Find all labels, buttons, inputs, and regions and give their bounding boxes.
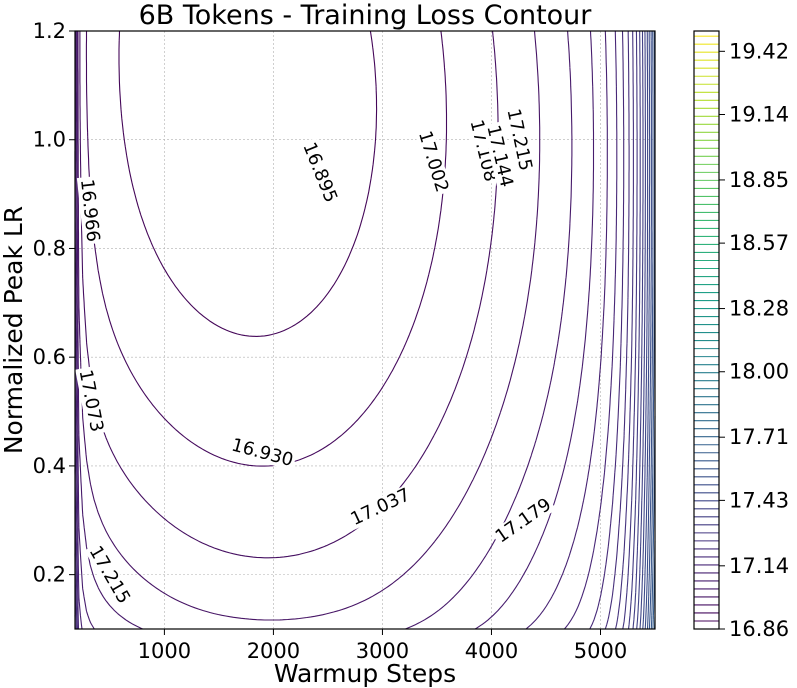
y-tick-label: 0.6 <box>33 345 66 369</box>
x-axis-label: Warmup Steps <box>274 659 456 688</box>
contour-line <box>75 30 595 630</box>
colorbar-tick-label: 18.28 <box>729 297 789 321</box>
contour-labels: 16.89516.93016.96617.00217.03717.07317.1… <box>75 105 557 609</box>
contour-label: 17.073 <box>75 368 108 434</box>
y-tick-label: 0.4 <box>33 454 66 478</box>
colorbar-tick-label: 19.42 <box>729 39 789 63</box>
contour-line <box>118 30 378 337</box>
colorbar-frame <box>693 30 720 630</box>
colorbar-tick-label: 18.00 <box>729 360 789 384</box>
contour-line <box>74 30 608 630</box>
contour-line <box>644 31 652 630</box>
contour-line <box>74 30 618 630</box>
colorbar-tick-label: 18.85 <box>729 168 789 192</box>
contour-label-background <box>465 115 501 186</box>
contour-line <box>646 31 654 630</box>
colorbar-tick-label: 18.57 <box>729 231 789 255</box>
contour-label: 16.895 <box>298 139 341 205</box>
x-tick-label: 1000 <box>138 639 191 663</box>
contour-line <box>636 30 646 630</box>
contour-label-background <box>490 493 557 548</box>
contour-label-background <box>414 126 453 197</box>
contour-label-background <box>346 484 415 530</box>
x-tick-label: 3000 <box>356 639 409 663</box>
colorbar-tick-label: 17.14 <box>729 554 789 578</box>
colorbar-tick-label: 19.14 <box>729 102 789 126</box>
contour-label-background <box>227 434 298 471</box>
contour-label: 16.966 <box>76 178 103 243</box>
y-tick-label: 0.8 <box>33 236 66 260</box>
contour-line <box>74 31 630 630</box>
contour-label-background <box>84 541 135 609</box>
y-axis-label: Normalized Peak LR <box>0 206 28 454</box>
contour-label-background <box>298 137 342 208</box>
contour-lines <box>74 30 656 630</box>
contour-line <box>639 30 649 630</box>
colorbar-tick-label: 17.71 <box>729 425 789 449</box>
contour-label: 17.037 <box>348 484 414 530</box>
colorbar-tick-label: 16.86 <box>729 617 789 641</box>
grid-lines <box>75 30 655 629</box>
plot-frame <box>74 30 656 630</box>
contour-line <box>76 30 573 630</box>
contour-line <box>642 31 651 630</box>
x-tick-label: 4000 <box>465 639 518 663</box>
colorbar-ticks: 16.86 17.14 17.43 17.71 18.00 18.28 18.57 18.85… <box>719 39 789 641</box>
x-tick-label: 5000 <box>574 639 627 663</box>
contour-label-background <box>75 366 107 436</box>
colorbar <box>694 35 719 622</box>
y-tick-label: 0.2 <box>33 563 66 587</box>
x-tick-label: 2000 <box>247 639 300 663</box>
colorbar-tick-label: 17.43 <box>729 488 789 512</box>
y-tick-label: 1.2 <box>33 19 66 43</box>
contour-line <box>77 30 541 621</box>
contour-line <box>622 30 638 630</box>
contour-label: 17.179 <box>492 494 556 547</box>
contour-line <box>74 31 634 630</box>
x-ticks: 1000 2000 3000 4000 5000 <box>138 629 627 663</box>
contour-line <box>627 31 641 630</box>
chart-title: 6B Tokens - Training Loss Contour <box>139 0 593 31</box>
contour-label-background <box>503 105 536 175</box>
y-tick-label: 1.0 <box>33 128 66 152</box>
contour-label-background <box>76 176 103 245</box>
y-ticks: 0.2 0.4 0.6 0.8 1.0 1.2 <box>33 19 75 587</box>
contour-line <box>79 30 499 559</box>
contour-label-background <box>482 121 517 191</box>
contour-line <box>74 30 625 630</box>
contour-line <box>632 31 644 630</box>
